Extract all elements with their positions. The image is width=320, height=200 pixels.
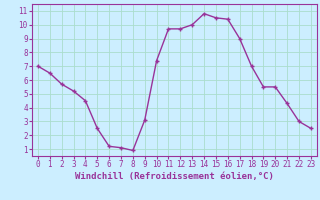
X-axis label: Windchill (Refroidissement éolien,°C): Windchill (Refroidissement éolien,°C): [75, 172, 274, 181]
